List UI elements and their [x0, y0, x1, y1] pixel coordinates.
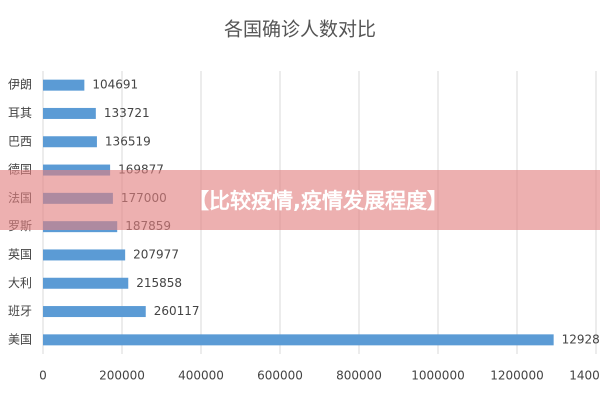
value-label: 207977 [133, 247, 179, 261]
banner-band [0, 170, 600, 230]
bar [43, 306, 146, 318]
y-tick-label: 英国 [8, 247, 32, 261]
value-label: 215858 [136, 276, 182, 290]
y-tick-label: 巴西 [8, 134, 32, 148]
bar [43, 79, 85, 91]
x-tick-label: 1000000 [411, 369, 464, 383]
x-tick-label: 800000 [336, 369, 382, 383]
bar [43, 136, 97, 148]
y-tick-label: 大利 [8, 276, 32, 290]
bar [43, 334, 554, 346]
x-tick-label: 600000 [257, 369, 303, 383]
value-label: 104691 [92, 78, 138, 92]
x-tick-label: 0 [39, 369, 47, 383]
bar [43, 249, 126, 261]
bar [43, 107, 96, 119]
value-label: 133721 [104, 106, 150, 120]
value-label: 136519 [105, 134, 151, 148]
value-label: 1292800 [562, 332, 600, 346]
x-tick-label: 200000 [99, 369, 145, 383]
y-tick-label: 美国 [8, 332, 32, 346]
x-tick-label: 1200000 [490, 369, 543, 383]
chart-title: 各国确诊人数对比 [224, 19, 376, 41]
x-tick-label: 1400000 [569, 369, 600, 383]
banner-text: 【比较疫情,疫情发展程度】 [188, 189, 448, 213]
y-tick-label: 伊朗 [8, 78, 32, 92]
y-tick-label: 班牙 [8, 304, 32, 318]
bar [43, 277, 129, 289]
y-tick-label: 耳其 [8, 106, 32, 120]
x-tick-label: 400000 [178, 369, 224, 383]
value-label: 260117 [154, 304, 200, 318]
